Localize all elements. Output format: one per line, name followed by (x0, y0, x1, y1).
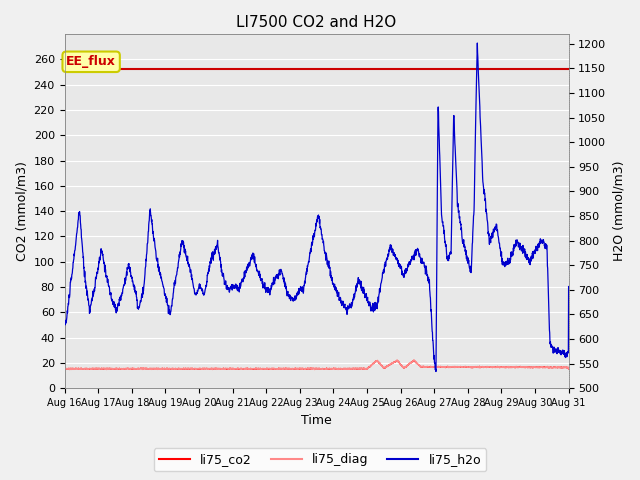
li75_diag (86, 366, 94, 372)
li75_diag (550, 364, 558, 370)
li75_diag (550, 365, 558, 371)
li75_co2 (61, 366, 68, 372)
li75_diag (458, 364, 466, 370)
Line: li75_h2o: li75_h2o (65, 43, 568, 372)
li75_co2 (564, 366, 572, 372)
li75_h2o (550, 346, 558, 351)
li75_h2o (550, 347, 558, 352)
Line: li75_diag: li75_diag (65, 360, 568, 370)
li75_co2 (394, 358, 401, 363)
Y-axis label: H2O (mmol/m3): H2O (mmol/m3) (612, 161, 625, 262)
li75_h2o (564, 284, 572, 289)
li75_h2o (432, 369, 440, 374)
Legend: li75_co2, li75_diag, li75_h2o: li75_co2, li75_diag, li75_h2o (154, 448, 486, 471)
li75_diag (61, 366, 68, 372)
li75_diag (564, 366, 572, 372)
li75_co2 (550, 365, 558, 371)
li75_h2o (458, 231, 465, 237)
li75_co2 (292, 366, 300, 372)
li75_co2 (306, 366, 314, 372)
li75_co2 (66, 367, 74, 372)
li75_h2o (61, 316, 68, 322)
li75_h2o (306, 252, 314, 258)
Title: LI7500 CO2 and H2O: LI7500 CO2 and H2O (236, 15, 397, 30)
li75_diag (306, 366, 314, 372)
Y-axis label: CO2 (mmol/m3): CO2 (mmol/m3) (15, 161, 28, 261)
li75_diag (292, 366, 300, 372)
Line: li75_co2: li75_co2 (65, 360, 568, 370)
li75_h2o (474, 40, 481, 46)
X-axis label: Time: Time (301, 414, 332, 427)
li75_co2 (550, 364, 558, 370)
Text: EE_flux: EE_flux (66, 55, 116, 68)
li75_diag (410, 357, 418, 363)
li75_h2o (86, 306, 94, 312)
li75_diag (311, 367, 319, 372)
li75_h2o (292, 292, 300, 298)
li75_co2 (86, 366, 94, 372)
li75_co2 (458, 364, 466, 370)
